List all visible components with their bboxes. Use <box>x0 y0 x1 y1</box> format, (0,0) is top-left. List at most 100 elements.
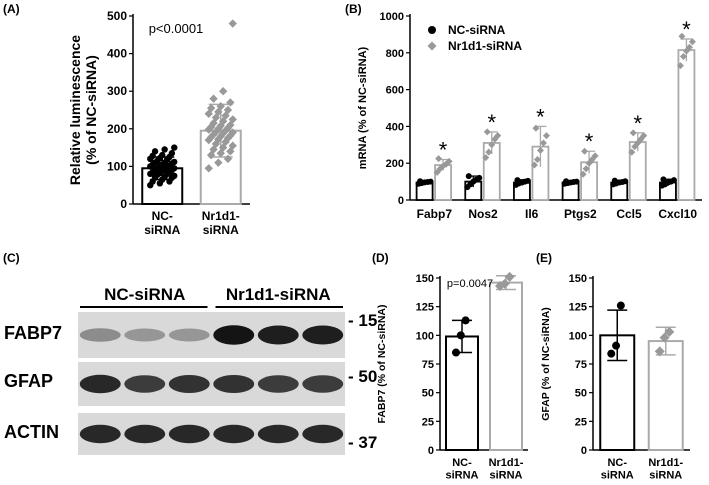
data-point <box>612 341 621 350</box>
blot-band <box>257 325 299 345</box>
data-point <box>616 301 625 310</box>
y-tick-label: 150 <box>569 273 587 285</box>
y-tick-label: 75 <box>422 359 434 371</box>
y-tick-label: 300 <box>107 84 127 98</box>
blot-group-label: Nr1d1-siRNA <box>226 285 331 304</box>
data-point <box>536 146 544 154</box>
data-point <box>216 149 225 158</box>
blot-band <box>213 424 255 444</box>
bar <box>489 281 523 451</box>
data-point <box>660 176 667 183</box>
molecular-weight-marker: - 50 <box>348 367 377 386</box>
data-point <box>504 271 515 282</box>
y-tick-label: 0 <box>120 197 127 211</box>
blot-band <box>213 325 255 345</box>
blot-band <box>302 424 344 444</box>
data-point <box>679 52 687 60</box>
bar <box>647 340 684 452</box>
x-tick-label: Nos2 <box>468 207 498 221</box>
data-point <box>171 165 178 172</box>
data-point <box>524 177 531 184</box>
blot-band <box>213 375 255 393</box>
blot-band <box>302 325 344 345</box>
y-tick-label: 75 <box>575 359 587 371</box>
data-point <box>204 109 213 118</box>
y-tick-label: 100 <box>569 330 587 342</box>
y-tick-label: 400 <box>386 121 404 133</box>
data-point <box>209 94 218 103</box>
panel-d-chart: 0 25 50 75 100 125 150 FABP7 (% of NC-siRNA) NC-… <box>376 271 528 482</box>
data-point <box>216 132 225 141</box>
data-point <box>494 132 502 140</box>
data-point <box>171 172 178 179</box>
data-point <box>218 87 228 96</box>
bar <box>445 335 479 452</box>
panel-c-western-blot: NC-siRNA Nr1d1-siRNA FABP7 - 15 GFAP - 50 ACTI… <box>4 285 377 455</box>
data-point <box>228 128 237 137</box>
blot-band <box>257 424 299 444</box>
data-point <box>629 129 637 137</box>
y-axis-label: GFAP (% of NC-siRNA) <box>540 307 552 421</box>
data-point <box>151 148 159 155</box>
p-value-annotation: p<0.0001 <box>149 21 204 36</box>
y-tick-label: 50 <box>422 388 434 400</box>
significance-marker: * <box>487 110 496 135</box>
y-axis-label: mRNA (% of NC-siRNA) <box>357 46 369 169</box>
data-point <box>628 148 636 156</box>
data-point <box>622 178 629 185</box>
data-point <box>563 178 570 185</box>
data-point <box>226 98 235 107</box>
data-point <box>483 128 491 136</box>
molecular-weight-marker: - 15 <box>348 311 377 330</box>
x-tick-label: NC-siRNA <box>144 209 180 237</box>
panel-e-chart: 0 25 50 75 100 125 150 GFAP (% of NC-siRNA) NC-s… <box>540 273 690 482</box>
significance-marker: * <box>682 17 691 42</box>
data-point <box>514 177 521 184</box>
data-point <box>488 141 496 149</box>
data-point <box>223 105 233 115</box>
data-point <box>171 158 178 166</box>
significance-marker: * <box>585 129 594 154</box>
blot-row-label: FABP7 <box>4 323 62 343</box>
data-point <box>228 19 237 28</box>
y-tick-label: 25 <box>422 416 434 428</box>
y-tick-label: 200 <box>386 158 404 170</box>
data-point <box>499 278 510 289</box>
data-point <box>465 173 472 180</box>
data-point <box>168 150 176 157</box>
panel-b-chart: 0 200 400 600 800 1000 mRNA (% of NC-siRNA) * Fa… <box>357 11 702 221</box>
blot-band <box>79 328 121 342</box>
x-tick-label: NC-siRNA <box>601 457 634 482</box>
data-point <box>461 316 470 325</box>
data-point <box>678 32 686 40</box>
x-tick-label: Fabp7 <box>417 207 453 221</box>
y-tick-label: 125 <box>416 302 434 314</box>
blot-band <box>124 424 166 444</box>
data-point <box>676 62 684 70</box>
x-tick-label: Ptgs2 <box>564 207 597 221</box>
data-point <box>204 164 213 173</box>
y-tick-label: 200 <box>107 122 127 136</box>
y-tick-label: 100 <box>416 330 434 342</box>
blot-strip <box>78 413 345 455</box>
y-tick-label: 125 <box>569 302 587 314</box>
data-point <box>214 158 223 167</box>
panel-letter-e: (E) <box>536 251 552 265</box>
data-point <box>659 332 670 343</box>
data-point <box>171 144 178 151</box>
legend-marker-nc <box>428 26 436 34</box>
y-tick-label: 50 <box>575 388 587 400</box>
data-point <box>204 125 213 134</box>
data-point <box>654 346 665 357</box>
data-point <box>456 331 465 340</box>
data-point <box>640 132 648 140</box>
data-point <box>670 177 677 184</box>
data-point <box>445 157 453 165</box>
legend-label: NC-siRNA <box>448 23 506 37</box>
y-tick-label: 1000 <box>380 11 404 23</box>
data-point <box>579 170 587 178</box>
data-point <box>542 132 550 140</box>
data-point <box>206 103 216 113</box>
blot-band <box>168 328 210 342</box>
